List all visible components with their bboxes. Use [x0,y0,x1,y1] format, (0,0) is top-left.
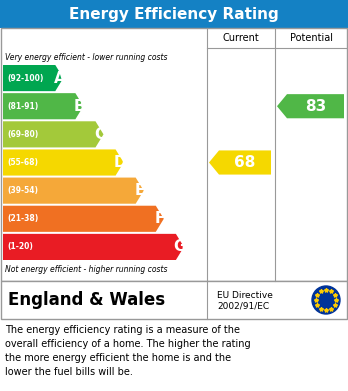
Bar [1,28,347,281]
Text: 83: 83 [305,99,326,114]
Polygon shape [3,206,164,232]
Text: G: G [174,239,186,255]
Text: the more energy efficient the home is and the: the more energy efficient the home is an… [5,353,231,363]
Text: (69-80): (69-80) [7,130,38,139]
Text: B: B [73,99,85,114]
Text: A: A [54,70,65,86]
Text: E: E [135,183,145,198]
Polygon shape [209,151,271,174]
Text: EU Directive: EU Directive [217,291,273,300]
Text: 68: 68 [234,155,256,170]
Text: Very energy efficient - lower running costs: Very energy efficient - lower running co… [5,54,167,63]
Polygon shape [3,93,84,119]
Polygon shape [3,149,124,176]
Text: 2002/91/EC: 2002/91/EC [217,301,269,310]
Text: D: D [113,155,126,170]
Bar [1,281,347,319]
Text: Energy Efficiency Rating: Energy Efficiency Rating [69,7,279,22]
Text: England & Wales: England & Wales [8,291,165,309]
Text: lower the fuel bills will be.: lower the fuel bills will be. [5,367,133,377]
Text: (81-91): (81-91) [7,102,38,111]
Text: F: F [155,211,165,226]
Polygon shape [3,178,144,204]
Text: (1-20): (1-20) [7,242,33,251]
Bar [0,0,348,28]
Polygon shape [3,65,63,91]
Polygon shape [3,234,184,260]
Text: overall efficiency of a home. The higher the rating: overall efficiency of a home. The higher… [5,339,251,349]
Text: The energy efficiency rating is a measure of the: The energy efficiency rating is a measur… [5,325,240,335]
Text: Current: Current [223,33,259,43]
Text: Not energy efficient - higher running costs: Not energy efficient - higher running co… [5,265,167,274]
Text: (92-100): (92-100) [7,74,44,83]
Polygon shape [3,121,103,147]
Circle shape [312,286,340,314]
Text: Potential: Potential [290,33,333,43]
Text: (55-68): (55-68) [7,158,38,167]
Text: (21-38): (21-38) [7,214,38,223]
Text: C: C [94,127,105,142]
Polygon shape [277,94,344,118]
Text: (39-54): (39-54) [7,186,38,195]
